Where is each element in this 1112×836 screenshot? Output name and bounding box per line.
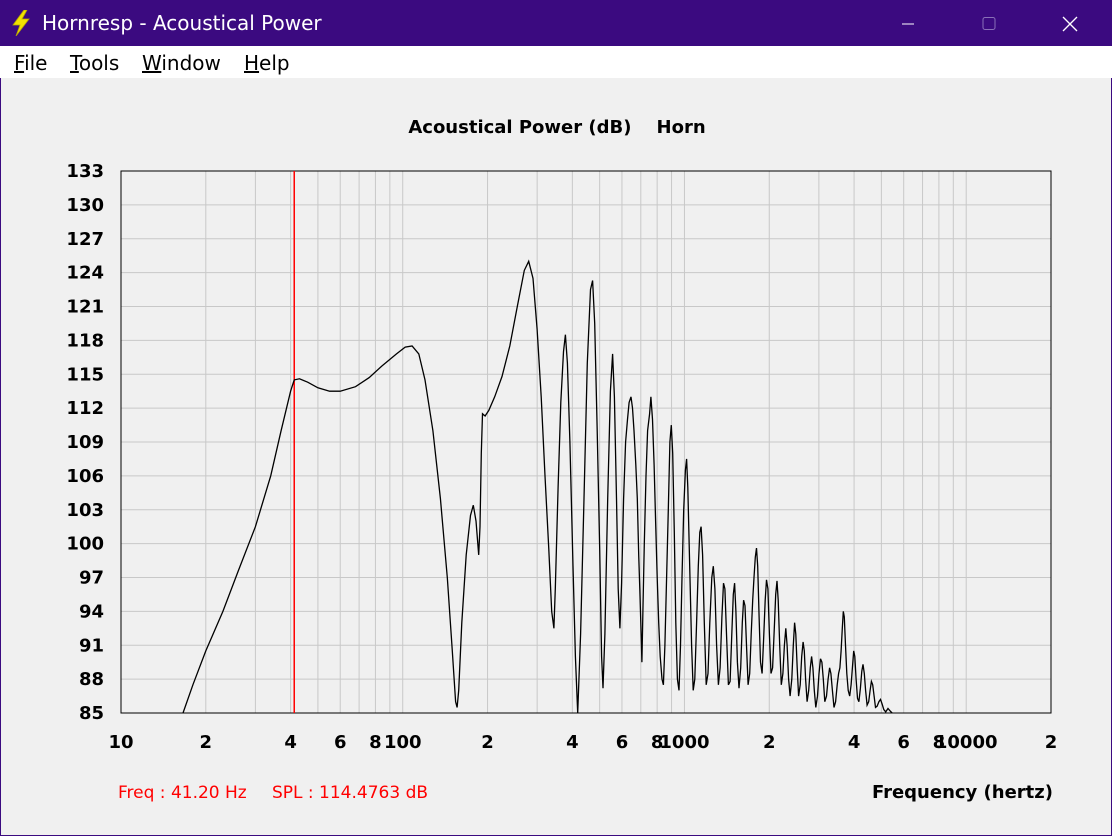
x-tick-label: 100 — [384, 732, 422, 753]
x-tick-label: 2 — [481, 732, 494, 753]
y-tick-label: 127 — [66, 229, 104, 250]
close-icon — [1062, 16, 1078, 32]
y-tick-label: 103 — [66, 500, 104, 521]
spl-readout: SPL : 114.4763 dB — [272, 783, 428, 803]
x-tick-label: 4 — [848, 732, 861, 753]
menu-help[interactable]: Help — [244, 51, 290, 75]
x-tick-label: 2 — [763, 732, 776, 753]
y-tick-label: 118 — [66, 330, 104, 351]
close-button[interactable] — [1030, 0, 1110, 46]
acoustical-power-trace — [182, 259, 893, 714]
y-tick-label: 106 — [66, 466, 104, 487]
y-tick-label: 97 — [79, 568, 104, 589]
y-tick-label: 109 — [66, 432, 104, 453]
x-tick-label: 1000 — [659, 732, 709, 753]
title-bar[interactable]: Hornresp - Acoustical Power — [0, 0, 1112, 46]
y-tick-label: 85 — [79, 703, 104, 724]
maximize-icon — [982, 17, 996, 30]
frequency-readout: Freq : 41.20 Hz — [118, 783, 247, 803]
y-tick-label: 115 — [66, 364, 104, 385]
y-tick-label: 124 — [66, 263, 104, 284]
x-tick-label: 2 — [1045, 732, 1058, 753]
x-tick-label: 8 — [651, 732, 664, 753]
y-tick-label: 94 — [79, 601, 104, 622]
window-title: Hornresp - Acoustical Power — [42, 11, 322, 35]
x-tick-label: 4 — [566, 732, 579, 753]
x-tick-label: 10000 — [935, 732, 998, 753]
x-tick-label: 8 — [933, 732, 946, 753]
x-tick-label: 8 — [369, 732, 382, 753]
menu-file[interactable]: File — [14, 51, 48, 75]
maximize-button[interactable] — [948, 0, 1028, 46]
y-tick-label: 91 — [79, 635, 104, 656]
x-tick-label: 6 — [334, 732, 347, 753]
x-axis-label: Frequency (hertz) — [872, 782, 1053, 803]
y-tick-label: 88 — [79, 669, 104, 690]
y-tick-label: 133 — [66, 161, 104, 182]
x-tick-label: 6 — [897, 732, 910, 753]
x-tick-label: 2 — [200, 732, 213, 753]
x-tick-label: 10 — [108, 732, 133, 753]
minimize-icon — [902, 23, 914, 25]
y-tick-label: 100 — [66, 534, 104, 555]
chart-title: Acoustical Power (dB) Horn — [408, 117, 705, 138]
y-tick-label: 121 — [66, 297, 104, 318]
y-tick-labels: 133 130 127 124 121 118 115 112 109 106 103 100 97 94… — [66, 161, 104, 724]
menu-tools[interactable]: Tools — [70, 51, 120, 75]
plot-area[interactable] — [120, 170, 1052, 714]
x-tick-label: 6 — [616, 732, 629, 753]
y-tick-label: 130 — [66, 195, 104, 216]
x-tick-label: 4 — [284, 732, 297, 753]
menu-bar: File Tools Window Help — [0, 46, 1112, 78]
y-tick-label: 112 — [66, 398, 104, 419]
lightning-bolt-icon — [12, 10, 30, 36]
minimize-button[interactable] — [868, 0, 948, 46]
acoustical-power-chart[interactable]: Acoustical Power (dB) Horn 1331301271241… — [0, 78, 1112, 836]
menu-window[interactable]: Window — [142, 51, 221, 75]
